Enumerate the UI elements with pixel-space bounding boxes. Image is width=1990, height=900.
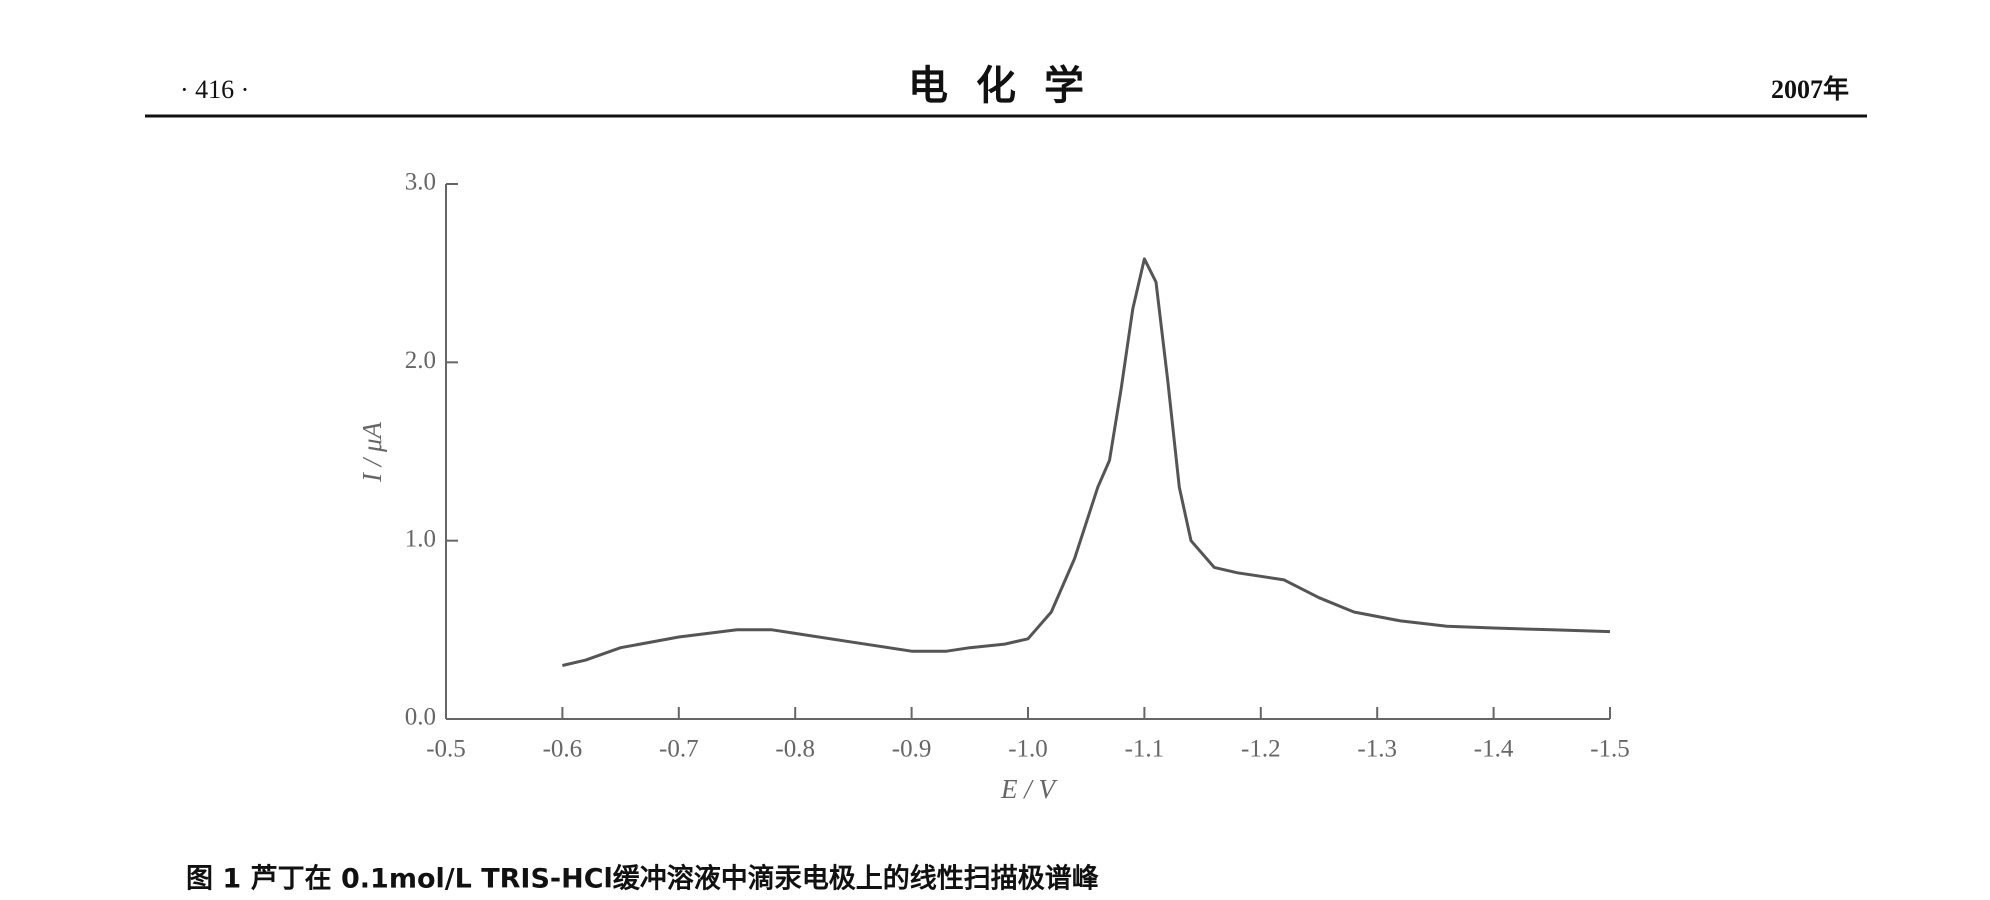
year: 2007年 — [1771, 74, 1849, 104]
page-number: · 416 · — [180, 75, 249, 104]
y-tick-label: 1.0 — [405, 525, 436, 552]
x-tick-label: -0.7 — [659, 736, 699, 763]
x-tick-label: -1.3 — [1357, 736, 1397, 763]
x-tick-label: -0.9 — [892, 736, 932, 763]
x-tick-label: -1.0 — [1008, 736, 1048, 763]
y-tick-label: 2.0 — [405, 347, 436, 374]
x-tick-label: -0.8 — [775, 736, 815, 763]
x-axis-label: E / V — [1000, 774, 1058, 804]
y-axis-label: I / μA — [357, 421, 387, 483]
x-tick-label: -1.2 — [1241, 736, 1281, 763]
y-tick-label: 0.0 — [405, 704, 436, 731]
journal-title: 电化学 — [908, 63, 1112, 109]
x-tick-label: -1.1 — [1125, 736, 1165, 763]
x-tick-label: -1.5 — [1590, 736, 1630, 763]
x-tick-label: -1.4 — [1474, 736, 1514, 763]
x-tick-label: -0.5 — [426, 736, 466, 763]
y-tick-label: 3.0 — [405, 169, 436, 196]
figure-caption: 图 1 芦丁在 0.1mol/L TRIS-HCl缓冲溶液中滴汞电极上的线性扫描… — [186, 863, 1099, 895]
data-line — [562, 257, 1611, 667]
x-tick-label: -0.6 — [543, 736, 583, 763]
